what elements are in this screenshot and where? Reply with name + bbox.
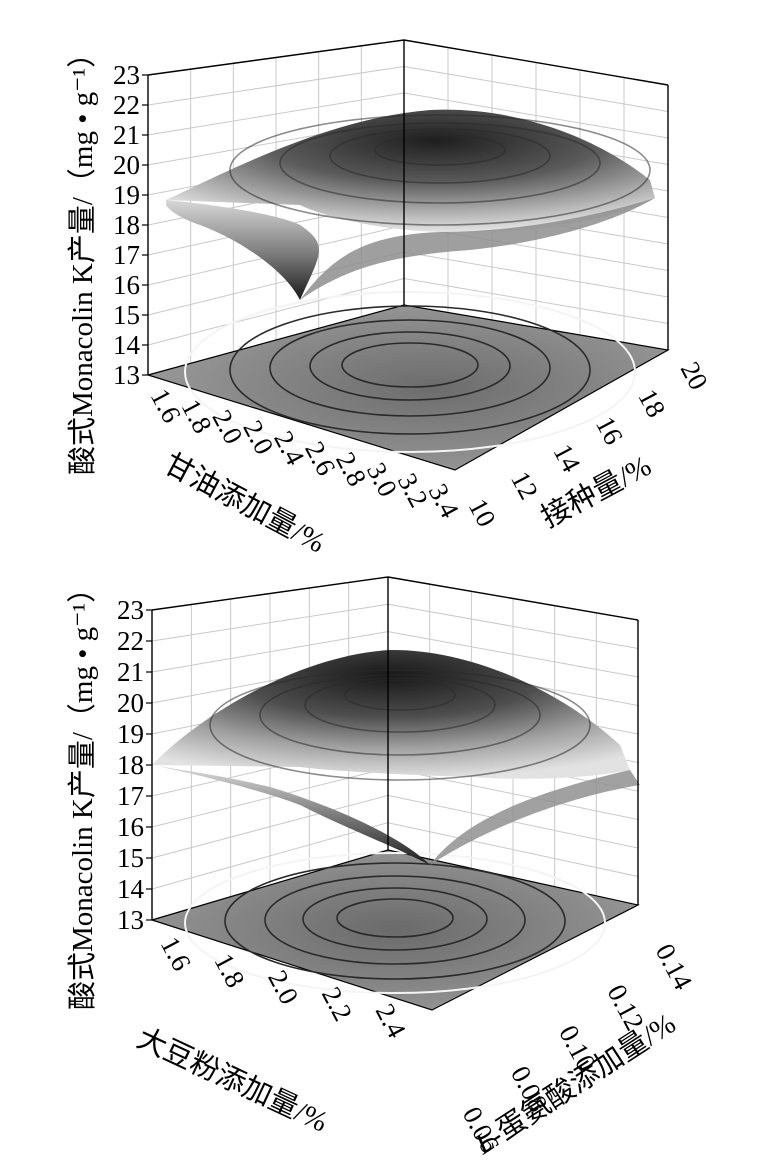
z-tick-label: 14 <box>113 330 141 360</box>
surface-contours <box>209 669 591 781</box>
surface-plot-bottom: 13 14 15 16 17 18 19 20 21 22 23 1.6 1.8 2.0 2.2 2.4 0… <box>0 565 767 1170</box>
z-tick-label: 17 <box>117 781 144 811</box>
z-tick-label: 19 <box>113 180 140 210</box>
z-tick-label: 20 <box>113 150 140 180</box>
y-tick-label: 20 <box>675 357 714 395</box>
z-tick-label: 13 <box>113 360 140 390</box>
y-tick-label: 18 <box>632 384 671 422</box>
x-axis-label: 甘油添加量/% <box>159 447 331 559</box>
floor <box>145 291 670 471</box>
surface <box>166 109 655 300</box>
z-tick-label: 21 <box>113 120 140 150</box>
z-tick-label: 18 <box>113 210 140 240</box>
floor-contours <box>184 291 636 453</box>
z-tick-label: 15 <box>113 300 140 330</box>
front-frame <box>147 39 669 375</box>
z-axis-label: 酸式Monacolin K产量/（mg • g⁻¹） <box>66 574 99 1010</box>
y-tick-label: 0.14 <box>650 939 699 995</box>
z-tick-label: 20 <box>117 688 144 718</box>
z-tick-label: 21 <box>117 657 144 687</box>
z-tick-label: 13 <box>117 905 144 935</box>
z-axis-label: 酸式Monacolin K产量/（mg • g⁻¹） <box>66 39 99 475</box>
y-tick-label: 14 <box>548 439 587 477</box>
floor <box>149 849 640 1011</box>
z-tick-label: 22 <box>117 626 144 656</box>
floor-contours <box>184 852 606 994</box>
x-tick-label: 2.4 <box>370 999 413 1043</box>
z-tick-label: 19 <box>117 719 144 749</box>
z-tick-label: 14 <box>117 874 145 904</box>
z-tick-label: 16 <box>113 270 140 300</box>
x-tick-label: 1.8 <box>208 948 250 992</box>
x-tick-label: 3.4 <box>423 479 466 523</box>
surface-plot-top: 13 14 15 16 17 18 19 20 21 22 23 1.6 1.8 2.0 2.0 2.4 2.… <box>66 39 714 559</box>
surface-contours <box>229 114 651 226</box>
surface <box>152 649 640 865</box>
z-tick-label: 23 <box>113 60 140 90</box>
z-tick-label: 16 <box>117 812 144 842</box>
z-tick-label: 17 <box>113 240 140 270</box>
y-tick-label: 10 <box>463 494 502 532</box>
y-tick-label: 12 <box>505 466 544 504</box>
z-tick-label: 22 <box>113 90 140 120</box>
z-tick-label: 15 <box>117 843 144 873</box>
x-tick-label: 2.0 <box>262 965 304 1009</box>
x-axis-label: 大豆粉添加量/% <box>132 1021 333 1138</box>
z-tick-label: 18 <box>117 750 144 780</box>
z-tick-label: 23 <box>117 595 144 625</box>
